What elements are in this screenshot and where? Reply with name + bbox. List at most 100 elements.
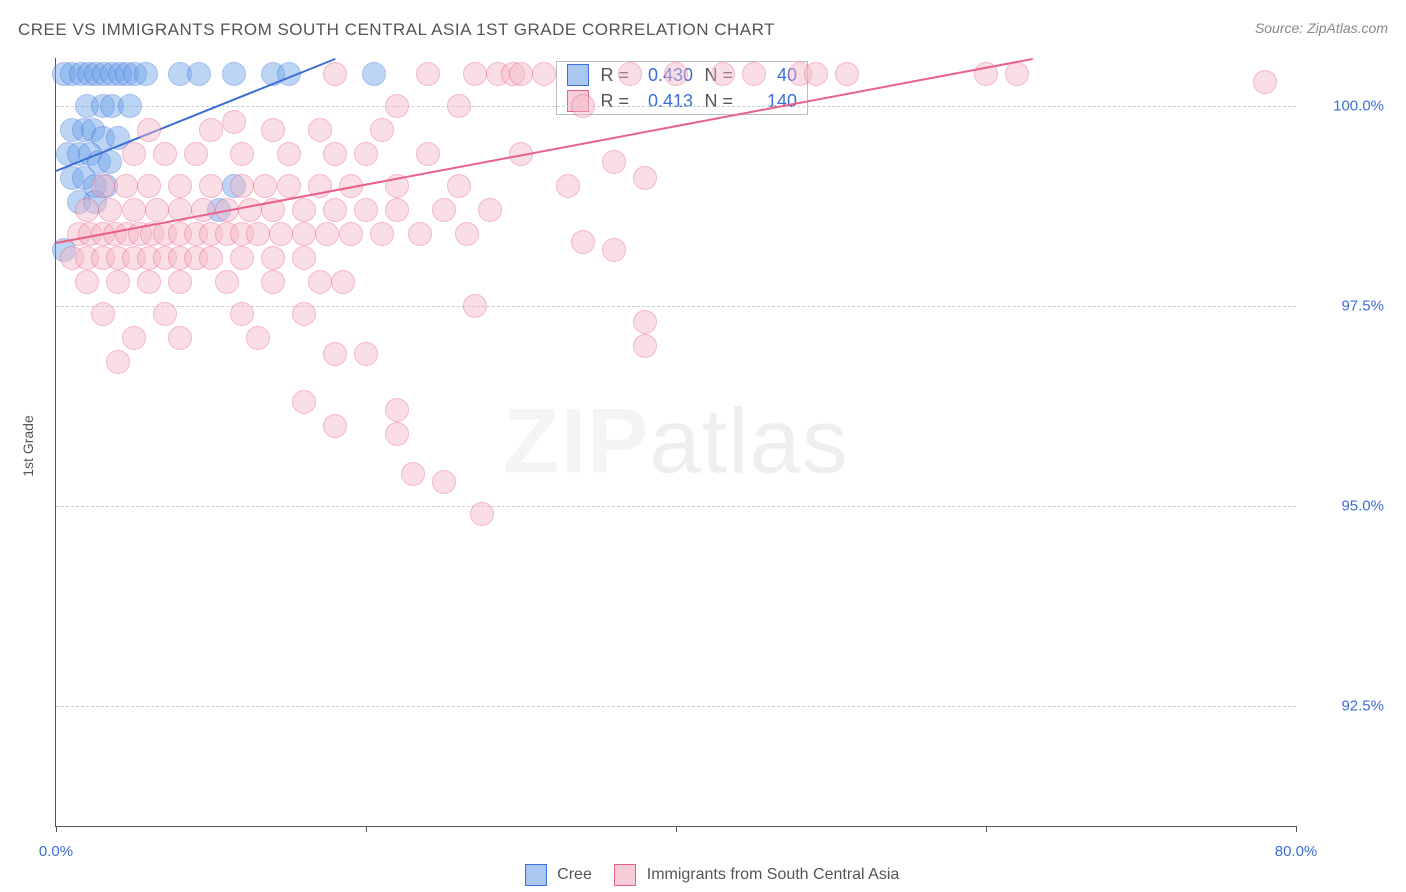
data-point (354, 342, 378, 366)
data-point (633, 334, 657, 358)
data-point (323, 342, 347, 366)
data-point (416, 62, 440, 86)
data-point (323, 414, 347, 438)
data-point (370, 118, 394, 142)
x-tick (1296, 826, 1297, 832)
data-point (354, 198, 378, 222)
data-point (331, 270, 355, 294)
bottom-legend: Cree Immigrants from South Central Asia (0, 864, 1406, 886)
data-point (385, 422, 409, 446)
data-point (571, 94, 595, 118)
data-point (253, 174, 277, 198)
data-point (246, 222, 270, 246)
data-point (835, 62, 859, 86)
gridline (56, 506, 1296, 507)
data-point (292, 198, 316, 222)
data-point (323, 62, 347, 86)
stats-n-label2: N = (699, 91, 733, 112)
data-point (308, 118, 332, 142)
data-point (184, 142, 208, 166)
data-point (98, 198, 122, 222)
swatch-blue-icon (567, 64, 589, 86)
data-point (292, 222, 316, 246)
data-point (711, 62, 735, 86)
data-point (246, 326, 270, 350)
y-tick-label: 92.5% (1341, 698, 1384, 715)
data-point (385, 198, 409, 222)
data-point (447, 94, 471, 118)
data-point (230, 246, 254, 270)
data-point (478, 198, 502, 222)
data-point (222, 110, 246, 134)
x-tick (56, 826, 57, 832)
plot-area: ZIPatlas R = 0.430 N = 40 R = 0.413 N = … (55, 58, 1296, 827)
data-point (91, 302, 115, 326)
data-point (222, 62, 246, 86)
x-tick-label: 80.0% (1275, 843, 1318, 860)
watermark: ZIPatlas (503, 390, 848, 495)
data-point (230, 302, 254, 326)
data-point (277, 142, 301, 166)
data-point (633, 166, 657, 190)
data-point (91, 174, 115, 198)
data-point (230, 142, 254, 166)
legend-swatch-pink-icon (614, 864, 636, 886)
gridline (56, 106, 1296, 107)
legend-label-blue: Cree (557, 866, 592, 883)
data-point (509, 62, 533, 86)
data-point (106, 350, 130, 374)
data-point (122, 142, 146, 166)
data-point (463, 294, 487, 318)
data-point (292, 390, 316, 414)
data-point (199, 174, 223, 198)
data-point (339, 222, 363, 246)
data-point (742, 62, 766, 86)
chart-source: Source: ZipAtlas.com (1255, 20, 1388, 36)
data-point (75, 270, 99, 294)
stats-r-label2: R = (595, 91, 629, 112)
y-axis-title: 1st Grade (20, 415, 36, 476)
data-point (269, 222, 293, 246)
data-point (1253, 70, 1277, 94)
data-point (106, 270, 130, 294)
x-tick (986, 826, 987, 832)
data-point (432, 470, 456, 494)
correlation-chart: CREE VS IMMIGRANTS FROM SOUTH CENTRAL AS… (0, 0, 1406, 892)
data-point (556, 174, 580, 198)
data-point (470, 502, 494, 526)
legend-label-pink: Immigrants from South Central Asia (647, 866, 900, 883)
stats-pink-r: 0.413 (635, 91, 693, 112)
data-point (137, 270, 161, 294)
data-point (191, 198, 215, 222)
y-tick-label: 97.5% (1341, 298, 1384, 315)
data-point (401, 462, 425, 486)
data-point (602, 238, 626, 262)
gridline (56, 706, 1296, 707)
stats-row-pink: R = 0.413 N = 140 (557, 88, 807, 114)
data-point (137, 118, 161, 142)
data-point (238, 198, 262, 222)
chart-title: CREE VS IMMIGRANTS FROM SOUTH CENTRAL AS… (18, 20, 775, 40)
x-tick (366, 826, 367, 832)
data-point (1005, 62, 1029, 86)
data-point (187, 62, 211, 86)
data-point (370, 222, 394, 246)
y-tick-label: 95.0% (1341, 498, 1384, 515)
data-point (168, 326, 192, 350)
data-point (118, 94, 142, 118)
data-point (168, 270, 192, 294)
data-point (633, 310, 657, 334)
data-point (261, 246, 285, 270)
data-point (408, 222, 432, 246)
data-point (323, 142, 347, 166)
data-point (292, 302, 316, 326)
data-point (145, 198, 169, 222)
data-point (75, 198, 99, 222)
data-point (230, 174, 254, 198)
data-point (463, 62, 487, 86)
x-tick (676, 826, 677, 832)
data-point (277, 174, 301, 198)
data-point (447, 174, 471, 198)
data-point (385, 94, 409, 118)
data-point (261, 270, 285, 294)
